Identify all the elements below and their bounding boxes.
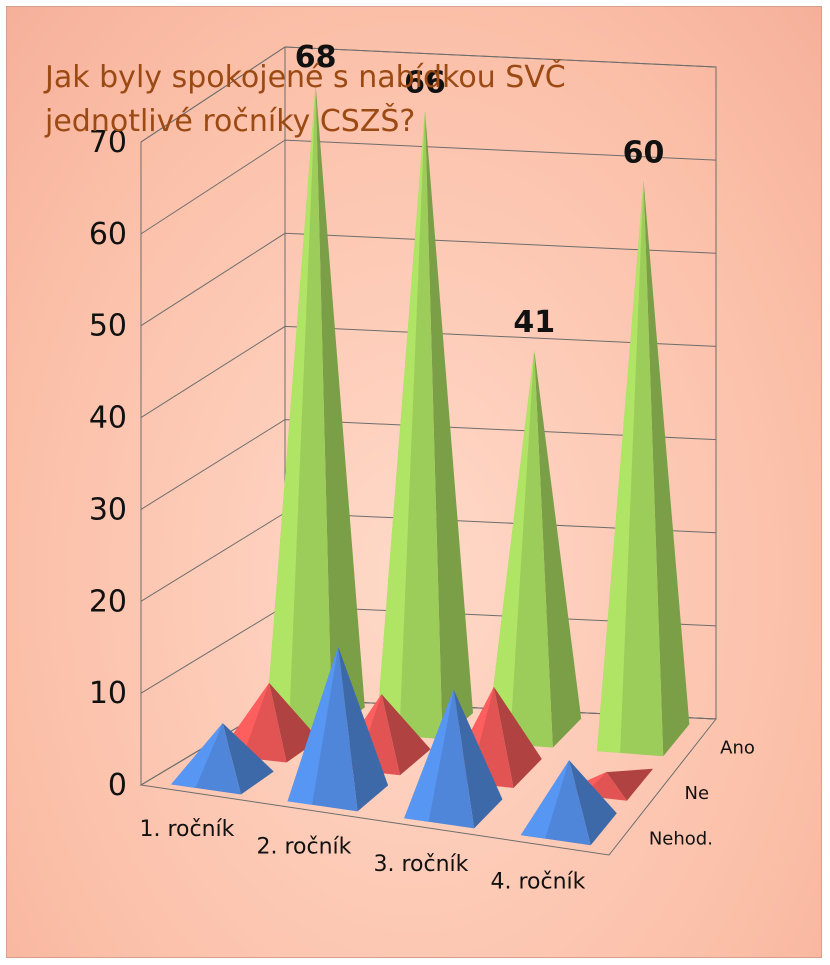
category-label: 4. ročník: [491, 869, 586, 894]
cone-face: [269, 682, 320, 763]
y-tick-label: 50: [89, 309, 127, 344]
y-tick-label: 30: [89, 492, 127, 527]
gridline: [140, 325, 717, 418]
cone-nehod-2: [287, 646, 389, 812]
gridline: [140, 46, 717, 143]
cone-face: [287, 646, 339, 805]
cone-ano-3: [486, 350, 582, 748]
cone-face: [453, 689, 503, 829]
cone-face: [606, 768, 654, 801]
y-tick-label: 20: [89, 584, 127, 619]
y-tick-label: 70: [89, 125, 127, 160]
cone-ano-4: [597, 180, 690, 757]
y-tick-label: 40: [89, 401, 127, 436]
left-wall: [140, 46, 286, 786]
chart-canvas: 0 10 20 30 40 50 60 70 1. ročník 2. ročník 3. roč…: [43, 40, 755, 895]
data-label: 66: [404, 66, 446, 101]
chart-title: Jak byly spokojené s nabídkou SVČ jednotl…: [43, 58, 566, 139]
chart-marks: [171, 84, 690, 846]
cone-face: [424, 110, 474, 740]
cone-face: [171, 723, 223, 788]
cone-face: [265, 84, 316, 728]
category-label: 1. ročník: [140, 817, 235, 842]
category-labels: 1. ročník 2. ročník 3. ročník 4. ročník: [140, 817, 586, 895]
cone-face: [534, 350, 582, 748]
data-labels: 68 66 41 60: [295, 40, 665, 340]
data-label: 41: [513, 305, 555, 340]
cone-face: [569, 760, 617, 846]
chart-frame: 0 10 20 30 40 50 60 70 1. ročník 2. ročník 3. roč…: [6, 6, 822, 958]
category-label: 3. ročník: [374, 852, 469, 877]
cone-face: [404, 689, 454, 822]
data-label: 60: [623, 136, 665, 171]
y-tick-label: 60: [89, 217, 127, 252]
series-label: Ano: [720, 738, 755, 759]
series-depth-labels: Nehod. Ne Ano: [649, 738, 755, 850]
cone-nehod-4: [520, 760, 617, 846]
cone-face: [486, 350, 535, 745]
cone-face: [376, 110, 425, 736]
cone-face: [222, 723, 274, 795]
series-label: Ne: [685, 783, 710, 804]
cone-nehod-1: [171, 723, 274, 795]
cone-face: [338, 646, 389, 812]
y-tick-label: 10: [89, 676, 127, 711]
data-label: 68: [295, 40, 337, 75]
cone-face: [520, 760, 570, 839]
gridline: [140, 139, 717, 235]
cone-face: [643, 180, 690, 757]
gridline: [140, 232, 717, 327]
series-label: Nehod.: [649, 828, 713, 849]
y-axis-ticks: 0 10 20 30 40 50 60 70: [89, 125, 127, 803]
cone-ano-2: [376, 110, 474, 740]
cone-face: [493, 686, 542, 789]
cone-ano-1: [265, 84, 365, 731]
category-label: 2. ročník: [257, 834, 352, 859]
cone-nehod-3: [404, 689, 503, 829]
cone-face: [381, 694, 431, 776]
y-tick-label: 0: [108, 768, 127, 803]
cone-face: [597, 180, 644, 753]
gridline: [140, 419, 717, 510]
cone-face: [315, 84, 365, 731]
